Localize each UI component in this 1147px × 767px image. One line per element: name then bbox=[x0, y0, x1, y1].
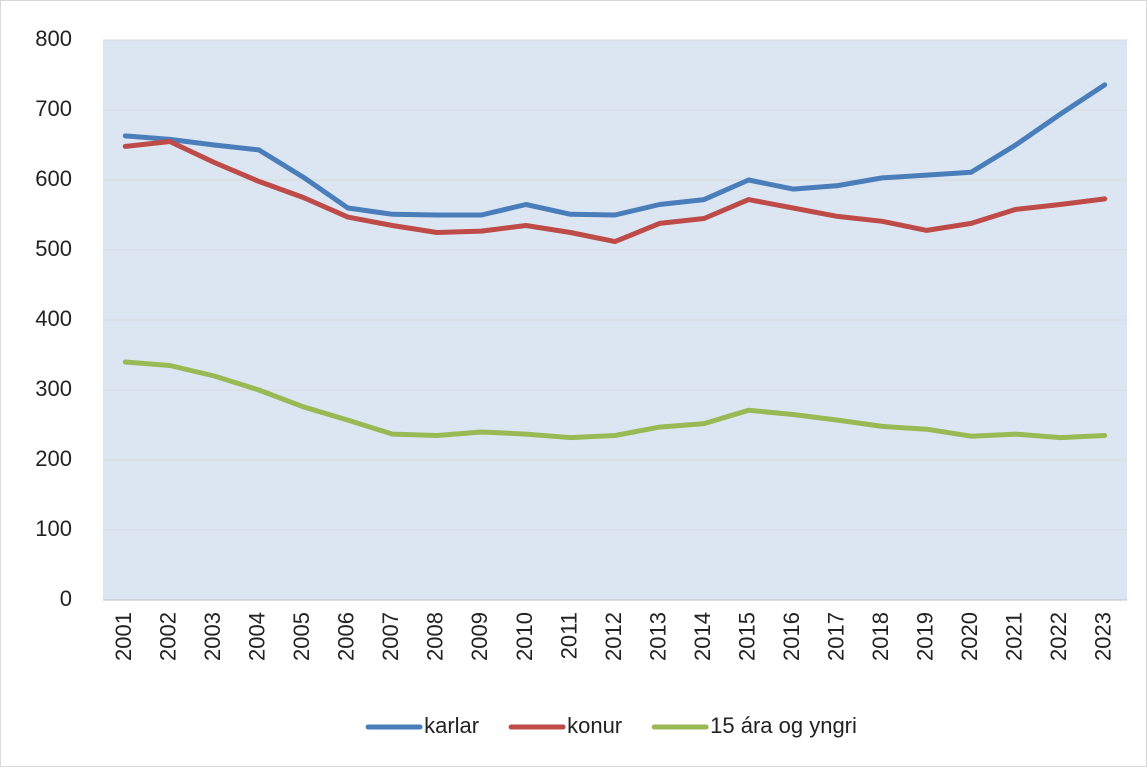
legend-label: konur bbox=[567, 713, 622, 738]
x-tick-label: 2010 bbox=[512, 612, 537, 661]
y-tick-label: 400 bbox=[35, 306, 72, 331]
legend-label: karlar bbox=[424, 713, 479, 738]
series-line bbox=[122, 139, 1108, 245]
x-tick-label: 2004 bbox=[245, 612, 270, 661]
x-tick-label: 2009 bbox=[467, 612, 492, 661]
x-tick-label: 2001 bbox=[111, 612, 136, 661]
y-tick-label: 500 bbox=[35, 236, 72, 261]
series-line bbox=[122, 359, 1108, 441]
x-tick-label: 2017 bbox=[823, 612, 848, 661]
x-tick-label: 2016 bbox=[779, 612, 804, 661]
y-tick-label: 200 bbox=[35, 446, 72, 471]
x-tick-label: 2023 bbox=[1091, 612, 1116, 661]
x-tick-label: 2011 bbox=[556, 612, 581, 659]
x-tick-label: 2002 bbox=[156, 612, 181, 661]
x-tick-label: 2008 bbox=[423, 612, 448, 661]
x-tick-label: 2022 bbox=[1046, 612, 1071, 661]
y-tick-label: 600 bbox=[35, 166, 72, 191]
x-tick-label: 2018 bbox=[868, 612, 893, 661]
y-tick-label: 100 bbox=[35, 516, 72, 541]
x-tick-label: 2007 bbox=[378, 612, 403, 661]
y-tick-label: 800 bbox=[35, 26, 72, 51]
x-tick-label: 2005 bbox=[289, 612, 314, 661]
y-tick-label: 700 bbox=[35, 96, 72, 121]
x-tick-label: 2019 bbox=[912, 612, 937, 661]
legend-label: 15 ára og yngri bbox=[710, 713, 857, 738]
x-tick-label: 2015 bbox=[734, 612, 759, 661]
x-tick-label: 2003 bbox=[200, 612, 225, 661]
x-tick-label: 2013 bbox=[645, 612, 670, 661]
x-tick-label: 2012 bbox=[601, 612, 626, 661]
y-tick-label: 0 bbox=[60, 586, 72, 611]
y-tick-label: 300 bbox=[35, 376, 72, 401]
x-tick-label: 2020 bbox=[957, 612, 982, 661]
x-tick-label: 2014 bbox=[690, 612, 715, 661]
series-line bbox=[122, 82, 1108, 218]
x-tick-label: 2006 bbox=[334, 612, 359, 661]
x-tick-label: 2021 bbox=[1002, 612, 1027, 661]
